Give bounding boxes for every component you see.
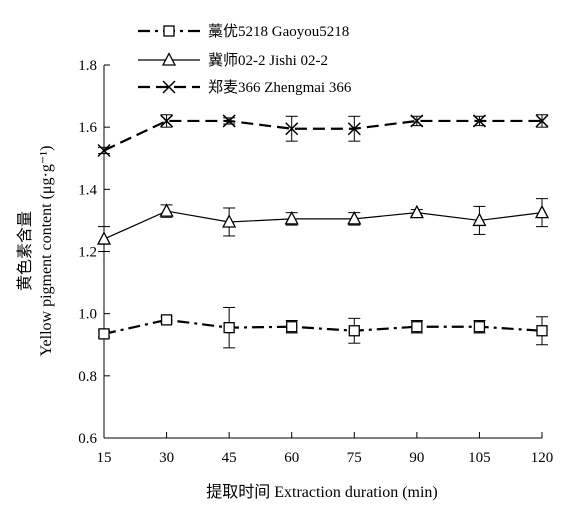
data-point xyxy=(284,210,299,225)
data-point xyxy=(535,114,549,128)
square-marker xyxy=(411,321,423,333)
y-tick-label: 1.4 xyxy=(78,182,97,198)
data-point xyxy=(472,212,487,227)
data-point xyxy=(160,314,173,326)
y-tick-label: 1.8 xyxy=(78,58,97,74)
square-marker xyxy=(473,321,486,333)
data-point xyxy=(223,322,235,334)
data-point xyxy=(473,321,486,333)
triangle-marker xyxy=(534,204,550,219)
x-marker-stroke xyxy=(222,114,236,128)
triangle-marker xyxy=(284,210,299,225)
data-point xyxy=(411,321,423,333)
legend-marker xyxy=(161,52,177,66)
legend-entry: 藁优5218 Gaoyou5218 xyxy=(138,23,349,40)
y-tick-label: 0.6 xyxy=(78,431,97,447)
x-marker-stroke xyxy=(160,114,174,128)
x-tick-label: 30 xyxy=(159,450,174,466)
data-point xyxy=(410,114,424,128)
x-tick-label: 45 xyxy=(222,450,237,466)
x-tick-label: 120 xyxy=(531,450,554,466)
data-point xyxy=(534,204,550,219)
legend-label: 郑麦366 Zhengmai 366 xyxy=(208,79,352,96)
legend-entry: 冀师02-2 Jishi 02-2 xyxy=(138,52,328,69)
triangle-marker xyxy=(96,231,112,245)
x-marker-stroke xyxy=(535,114,549,128)
y-tick-label: 1.2 xyxy=(78,245,97,261)
x-marker-stroke xyxy=(97,143,111,158)
data-point xyxy=(222,114,236,128)
square-marker xyxy=(98,328,110,340)
legend: 藁优5218 Gaoyou5218 冀师02-2 Jishi 02-2 郑麦366 … xyxy=(138,23,352,96)
triangle-marker xyxy=(222,214,237,228)
triangle-marker xyxy=(159,203,174,217)
data-point xyxy=(159,203,174,217)
data-point xyxy=(347,210,362,225)
axes: 0.6 0.8 1.0 1.2 1.4 1.6 1.8 15 30 45 60 75 90 105 120 xyxy=(78,58,553,466)
y-axis-label-en: Yellow pigment content (μg·g⁻¹) xyxy=(38,146,55,357)
x-tick-label: 75 xyxy=(347,450,362,466)
series-square xyxy=(98,306,548,349)
x-marker-stroke xyxy=(410,114,424,128)
data-point xyxy=(160,114,174,128)
data-point xyxy=(536,325,548,337)
triangle-marker xyxy=(161,52,177,66)
data-point xyxy=(98,328,110,340)
data-point xyxy=(285,122,299,136)
axis-labels: 提取时间 Extraction duration (min) 黄色素含量 Yel… xyxy=(16,146,438,501)
data-point xyxy=(348,325,360,337)
x-marker-stroke xyxy=(162,80,176,94)
triangle-marker xyxy=(409,204,424,219)
legend-label: 冀师02-2 Jishi 02-2 xyxy=(208,52,328,69)
square-marker xyxy=(223,322,235,334)
series-line xyxy=(103,119,542,152)
y-tick-label: 1.0 xyxy=(78,307,97,323)
data-point xyxy=(347,122,361,136)
x-tick-label: 15 xyxy=(97,450,112,466)
x-axis-label: 提取时间 Extraction duration (min) xyxy=(206,483,438,501)
x-tick-label: 105 xyxy=(468,450,491,466)
data-point xyxy=(96,231,112,245)
square-marker xyxy=(348,325,360,337)
legend-entry: 郑麦366 Zhengmai 366 xyxy=(138,79,352,96)
x-marker-stroke xyxy=(472,114,486,128)
legend-label: 藁优5218 Gaoyou5218 xyxy=(208,23,349,40)
x-tick-label: 60 xyxy=(284,450,299,466)
data-point xyxy=(472,114,486,128)
series-line xyxy=(103,210,543,240)
y-tick-label: 1.6 xyxy=(78,120,97,136)
data-point xyxy=(222,214,237,228)
triangle-marker xyxy=(472,212,487,227)
data-point xyxy=(286,321,298,333)
legend-marker xyxy=(163,25,175,37)
series-triangle xyxy=(96,198,550,252)
square-marker xyxy=(536,325,548,337)
square-marker xyxy=(160,314,173,326)
x-marker-stroke xyxy=(347,122,361,136)
data-point xyxy=(409,204,424,219)
legend-marker xyxy=(162,80,176,94)
series-x xyxy=(97,114,549,158)
series-line xyxy=(103,318,543,335)
y-axis-label-cn: 黄色素含量 xyxy=(16,211,34,291)
y-tick-label: 0.8 xyxy=(78,369,97,385)
x-tick-label: 90 xyxy=(409,450,424,466)
series-layer xyxy=(96,114,550,349)
square-marker xyxy=(163,25,175,37)
x-marker-stroke xyxy=(285,122,299,136)
triangle-marker xyxy=(347,210,362,225)
square-marker xyxy=(286,321,298,333)
data-point xyxy=(97,143,111,158)
